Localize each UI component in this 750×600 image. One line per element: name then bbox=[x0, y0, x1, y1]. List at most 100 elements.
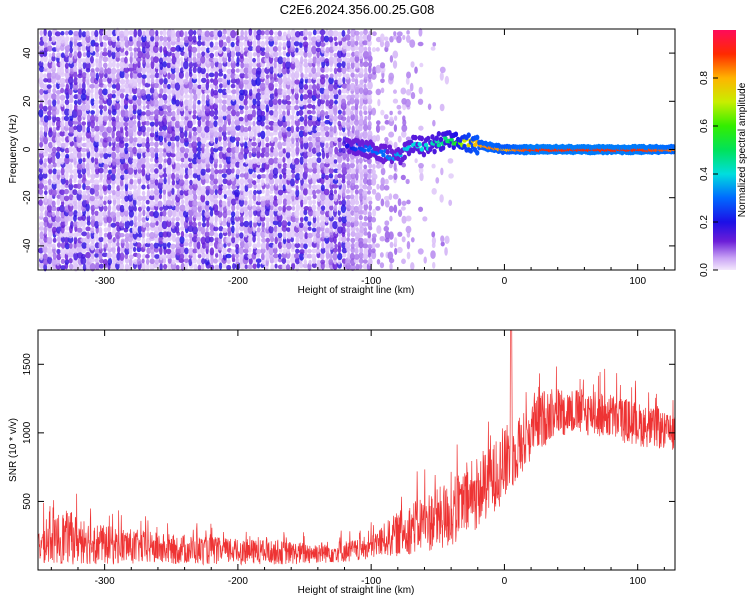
spectrogram-cell bbox=[290, 36, 296, 42]
spectrogram-cell bbox=[319, 214, 325, 222]
spectrogram-cell bbox=[73, 30, 80, 37]
spectrogram-cell bbox=[78, 264, 83, 270]
spectrogram-cell bbox=[354, 200, 360, 205]
spectrogram-cell bbox=[141, 253, 147, 259]
spectrogram-cell bbox=[272, 98, 278, 106]
spectrogram-cell bbox=[209, 247, 215, 256]
spectrogram-cell bbox=[64, 130, 69, 137]
spectrogram-cell bbox=[98, 184, 103, 191]
spectrogram-cell bbox=[302, 29, 308, 37]
spectrogram-cell bbox=[449, 137, 454, 142]
spectrogram-cell bbox=[225, 236, 232, 244]
spectrogram-cell bbox=[210, 264, 214, 271]
spectrogram-cell bbox=[46, 45, 53, 52]
spectrogram-cell bbox=[388, 72, 395, 81]
spectrogram-cell bbox=[184, 71, 189, 80]
spectrogram-cell bbox=[444, 247, 448, 256]
spectrogram-cell bbox=[247, 140, 253, 148]
spectrogram-cell bbox=[90, 30, 95, 37]
spectrogram-cell bbox=[184, 233, 189, 238]
spectrogram-cell bbox=[239, 253, 245, 260]
spectrogram-cell bbox=[183, 94, 190, 99]
spectrogram-cell bbox=[311, 147, 317, 154]
spectrogram-cell bbox=[286, 184, 292, 192]
spectrogram-cell bbox=[197, 264, 202, 271]
spectrogram-cell bbox=[332, 163, 338, 168]
spectrogram-cell bbox=[98, 28, 105, 36]
spectrogram-cell bbox=[167, 173, 173, 179]
spectrogram-cell bbox=[140, 125, 146, 133]
spectrogram-cell bbox=[350, 230, 356, 238]
spectrogram-cell bbox=[137, 206, 142, 212]
spectrogram-cell bbox=[358, 204, 363, 211]
spectrogram-cell bbox=[384, 36, 389, 41]
spectrogram-cell bbox=[171, 205, 177, 211]
spectrogram-cell bbox=[290, 256, 296, 264]
spectrogram-cell bbox=[154, 141, 159, 148]
spectrogram-cell bbox=[230, 41, 235, 48]
spectrogram-cell bbox=[146, 147, 150, 153]
spectrogram-cell bbox=[316, 173, 320, 180]
spectrogram-cell bbox=[47, 30, 53, 38]
spectrogram-cell bbox=[325, 77, 329, 86]
spectrogram-cell bbox=[447, 158, 454, 164]
spectrogram-cell bbox=[337, 35, 342, 42]
spectrogram-cell bbox=[358, 214, 363, 221]
spectrogram-cell bbox=[132, 146, 137, 155]
spectrogram-cell bbox=[153, 147, 159, 154]
spectrogram-cell bbox=[400, 206, 406, 211]
spectrogram-cell bbox=[273, 205, 279, 212]
spectrogram-cell bbox=[136, 195, 143, 202]
spectrogram-cell bbox=[191, 235, 198, 243]
spectrogram-cell bbox=[149, 199, 155, 208]
spectrogram-cell bbox=[136, 47, 141, 53]
spectrogram-cell bbox=[291, 71, 295, 80]
colorbar-tick-label: 0.6 bbox=[699, 119, 710, 133]
spectrogram-cell bbox=[364, 115, 368, 121]
spectrogram-cell bbox=[295, 221, 301, 228]
spectrogram-cell bbox=[325, 74, 329, 79]
spectrogram-cell bbox=[144, 46, 151, 53]
spectrogram-cell bbox=[307, 51, 312, 58]
spectrogram-cell bbox=[152, 45, 159, 54]
spectrogram-cell bbox=[278, 113, 283, 122]
spectrogram-cell bbox=[311, 94, 317, 101]
spectrogram-cell bbox=[214, 169, 219, 175]
spectrogram-cell bbox=[363, 203, 369, 211]
spectrogram-cell bbox=[294, 50, 300, 56]
spectrogram-cell bbox=[142, 99, 147, 106]
spectrogram-cell bbox=[256, 67, 262, 75]
spectrogram-cell bbox=[253, 221, 258, 228]
spectrogram-cell bbox=[307, 232, 314, 239]
spectrogram-cell bbox=[244, 178, 248, 186]
spectrogram-cell bbox=[274, 178, 279, 187]
spectrogram-cell bbox=[47, 141, 53, 149]
spectrogram-cell bbox=[332, 252, 338, 261]
spectrogram-cell bbox=[222, 227, 228, 233]
spectrogram-cell bbox=[201, 110, 207, 117]
spectrogram-cell bbox=[39, 204, 45, 213]
spectrogram-cell bbox=[128, 135, 134, 144]
spectrogram-cell bbox=[115, 119, 121, 129]
spectrogram-cell bbox=[255, 205, 261, 212]
spectrogram-cell bbox=[213, 157, 219, 165]
spectrogram-cell bbox=[303, 209, 308, 216]
spectrogram-cell bbox=[396, 31, 403, 37]
x-tick-label: -100 bbox=[361, 576, 381, 587]
spectrogram-cell bbox=[350, 94, 356, 99]
spectrogram-cell bbox=[401, 130, 407, 138]
spectrogram-cell bbox=[56, 198, 61, 206]
spectrogram-cell bbox=[59, 94, 66, 101]
spectrogram-cell bbox=[136, 253, 142, 259]
spectrogram-cell bbox=[311, 83, 317, 91]
spectrogram-cell bbox=[146, 71, 151, 80]
spectrogram-cell bbox=[243, 199, 248, 206]
spectrogram-cell bbox=[324, 158, 330, 165]
spectrogram-cell bbox=[256, 39, 261, 46]
spectrogram-cell bbox=[176, 108, 181, 116]
spectrogram-cell bbox=[124, 109, 129, 118]
spectrogram-cell bbox=[136, 65, 143, 74]
spectrogram-cell bbox=[311, 109, 316, 115]
spectrogram-cell bbox=[332, 55, 339, 65]
spectrogram-cell bbox=[43, 77, 48, 83]
